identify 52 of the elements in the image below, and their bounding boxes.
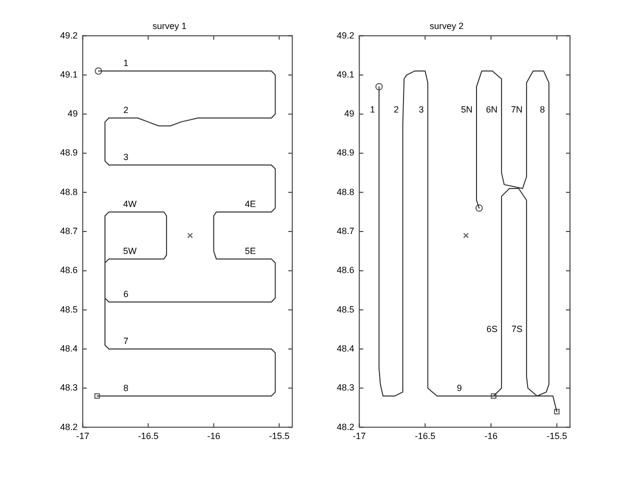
- annotation: 7: [123, 336, 128, 346]
- x-tick-label: -16.5: [414, 431, 436, 442]
- y-tick-label: 49: [344, 108, 354, 119]
- y-tick-label: 48.7: [60, 226, 78, 236]
- chart-title: survey 1: [152, 20, 187, 31]
- y-tick-label: 48.2: [60, 422, 78, 432]
- x-tick-label: -17: [76, 431, 90, 442]
- annotation: 7N: [511, 104, 523, 115]
- annotation: 3: [123, 152, 128, 162]
- y-tick-label: 48.5: [60, 304, 78, 314]
- y-tick-label: 48.4: [336, 343, 354, 354]
- annotation: 7S: [512, 324, 523, 334]
- x-tick-label: -15.5: [546, 431, 568, 442]
- x-tick-label: -17: [352, 431, 366, 442]
- x-tick-label: -16.5: [138, 431, 158, 442]
- annotation: 4E: [244, 198, 256, 209]
- y-tick-label: 48.6: [60, 265, 78, 276]
- annotation: 5W: [123, 246, 138, 256]
- y-tick-label: 48.3: [60, 382, 78, 393]
- chart-title: survey 2: [430, 20, 464, 31]
- y-tick-label: 48.9: [336, 148, 354, 158]
- y-tick-label: 48.8: [336, 186, 354, 197]
- x-tick-label: -16: [207, 431, 220, 442]
- annotation: 5E: [244, 246, 256, 256]
- y-tick-label: 48.7: [336, 226, 354, 236]
- annotation: 4W: [123, 198, 138, 209]
- annotation: 6N: [486, 104, 498, 115]
- annotation: 1: [370, 104, 376, 115]
- y-tick-label: 49.2: [336, 30, 354, 40]
- annotation: 9: [456, 382, 462, 393]
- annotation: 2: [394, 104, 399, 115]
- y-tick-label: 48.8: [60, 186, 78, 197]
- y-tick-label: 48.5: [336, 304, 354, 314]
- annotation: 8: [540, 104, 545, 115]
- y-tick-label: 48.9: [60, 148, 78, 158]
- annotation: 5N: [460, 104, 472, 115]
- x-tick-label: -16: [484, 431, 498, 442]
- annotation: 2: [123, 105, 128, 115]
- y-tick-label: 49.1: [336, 69, 354, 80]
- annotation: 1: [123, 58, 128, 68]
- annotation: 6: [123, 289, 128, 300]
- y-tick-label: 48.6: [336, 265, 354, 276]
- y-tick-label: 48.4: [60, 343, 78, 354]
- y-tick-label: 49.1: [60, 69, 78, 80]
- y-tick-label: 48.2: [336, 422, 354, 432]
- x-tick-label: -15.5: [268, 431, 290, 442]
- y-tick-label: 48.3: [336, 382, 354, 393]
- y-tick-label: 49: [68, 108, 78, 119]
- annotation: 3: [418, 104, 424, 115]
- y-tick-label: 49.2: [60, 30, 78, 40]
- annotation: 6S: [486, 324, 498, 334]
- annotation: 8: [123, 382, 128, 393]
